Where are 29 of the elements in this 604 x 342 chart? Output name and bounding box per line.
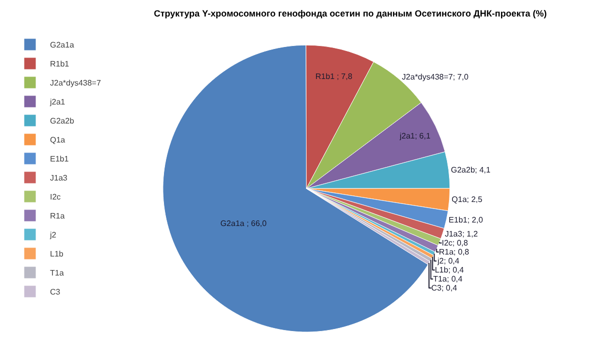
data-label: E1b1; 2,0	[448, 215, 484, 224]
data-label: T1a; 0,4	[433, 274, 463, 284]
legend-label: Q1a	[50, 136, 66, 145]
data-label: G2a2b; 4,1	[450, 165, 492, 174]
legend-label: R1a	[50, 212, 66, 221]
data-label: J1a3; 1,2	[444, 230, 478, 239]
legend-label: L1b	[50, 250, 64, 259]
legend-label: E1b1	[50, 154, 70, 164]
data-label: Q1a; 2,5	[452, 195, 483, 204]
data-label: R1b1 ; 7,8	[315, 72, 353, 82]
legend-label: C3	[50, 288, 61, 297]
legend-label: j2	[49, 230, 57, 240]
data-label: j2; 0,4	[436, 256, 460, 266]
data-label: R1a; 0,8	[438, 248, 470, 257]
legend-label: j2a1	[49, 98, 66, 107]
legend-label: G2a1a	[50, 40, 75, 50]
data-label: C3; 0,4	[431, 284, 458, 293]
data-label: L1b; 0,4	[434, 266, 464, 275]
legend-label: G2a2b	[50, 116, 75, 126]
legend-label: J1a3	[50, 174, 68, 183]
legend-label: I2c	[50, 192, 61, 202]
legend-label: R1b1	[50, 60, 70, 69]
legend-label: J2a*dys438=7	[50, 78, 102, 88]
data-label: j2a1; 6,1	[398, 132, 431, 141]
chart-title: Структура Y-хромосомного генофонда осетин по данным Осетинского ДНК-проекта (%)	[154, 8, 547, 19]
data-label: I2c; 0,8	[442, 238, 469, 248]
legend-label: T1a	[50, 268, 64, 278]
data-label: J2a*dys438=7; 7,0	[402, 72, 469, 82]
data-label: G2a1a ; 66,0	[220, 218, 268, 228]
